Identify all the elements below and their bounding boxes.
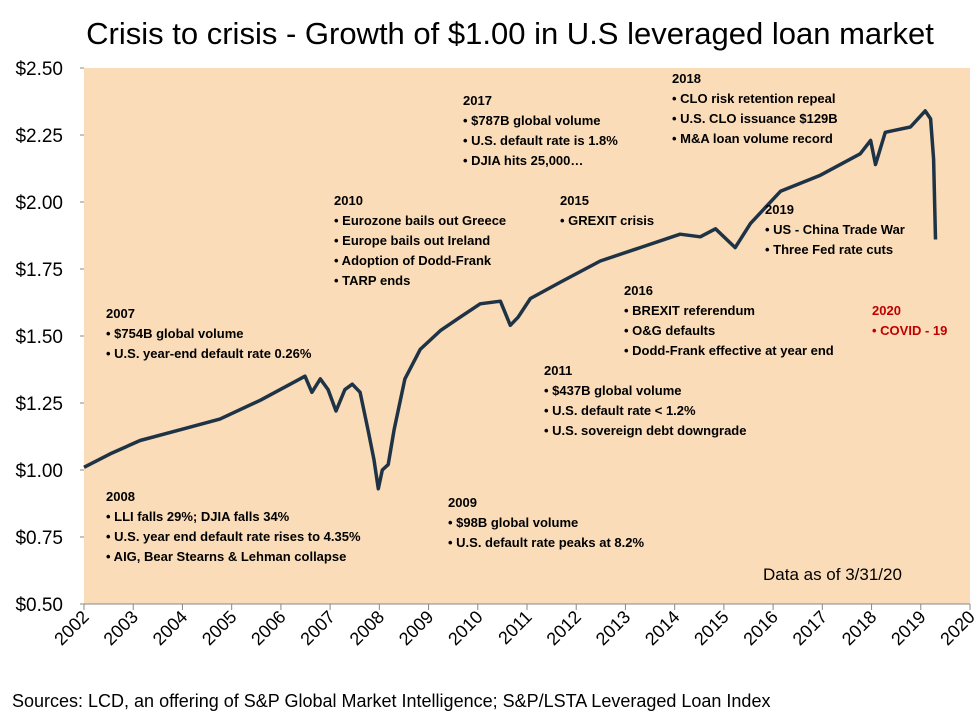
x-tick-label: 2003 [100,607,142,649]
x-tick-label: 2017 [789,607,831,649]
x-tick-label: 2013 [592,607,634,649]
annotation-line: • CLO risk retention repeal [672,91,835,106]
annotation-title: 2011 [544,363,572,378]
x-tick-label: 2014 [641,607,683,649]
annotation-line: • O&G defaults [624,323,715,338]
annotation-line: • US - China Trade War [765,222,905,237]
annotation-line: • M&A loan volume record [672,131,833,146]
y-tick-label: $1.50 [15,327,63,348]
data-note: Data as of 3/31/20 [763,565,902,584]
annotation-line: • Eurozone bails out Greece [334,213,506,228]
y-tick-label: $0.50 [15,595,63,616]
annotation-line: • $437B global volume [544,383,681,398]
x-tick-label: 2020 [936,607,978,649]
annotation-title: 2020 [872,303,901,318]
y-tick-label: $0.75 [15,528,63,549]
annotation-title: 2009 [448,495,477,510]
annotation-line: • BREXIT referendum [624,303,755,318]
data-line [83,109,938,491]
x-tick-label: 2005 [198,607,240,649]
x-tick-label: 2008 [346,607,388,649]
annotation-title: 2018 [672,71,701,86]
x-tick-label: 2015 [690,607,732,649]
source-note: Sources: LCD, an offering of S&P Global … [12,691,770,711]
annotation-title: 2008 [106,489,135,504]
x-tick-label: 2019 [887,607,929,649]
annotation-line: • GREXIT crisis [560,213,654,228]
y-tick-label: $1.00 [15,461,63,482]
annotation-line: • TARP ends [334,273,410,288]
x-tick-label: 2011 [494,607,536,649]
annotation-title: 2015 [560,193,589,208]
annotation-line: • U.S. year-end default rate 0.26% [106,346,312,361]
annotation-title: 2019 [765,202,794,217]
x-tick-label: 2007 [296,607,338,649]
annotation-title: 2016 [624,283,653,298]
y-tick-label: $2.50 [15,59,63,80]
x-tick-label: 2018 [838,607,880,649]
annotation-line: • U.S. default rate is 1.8% [463,133,618,148]
annotation-line: • COVID - 19 [872,323,947,338]
x-tick-label: 2009 [395,607,437,649]
annotation-title: 2007 [106,306,135,321]
y-tick-label: $1.25 [15,394,63,415]
y-tick-label: $2.00 [15,193,63,214]
x-tick-label: 2012 [543,607,585,649]
annotation-title: 2017 [463,93,492,108]
annotation-line: • U.S. default rate < 1.2% [544,403,696,418]
x-tick-label: 2010 [444,607,486,649]
x-tick-label: 2006 [247,607,289,649]
annotation-line: • Europe bails out Ireland [334,233,490,248]
annotation-line: • Dodd-Frank effective at year end [624,343,834,358]
chart-title: Crisis to crisis - Growth of $1.00 in U.… [86,16,934,51]
annotation-line: • U.S. year end default rate rises to 4.… [106,529,361,544]
x-tick-label: 2016 [739,607,781,649]
x-tick-label: 2004 [149,607,191,649]
annotation-line: • DJIA hits 25,000… [463,153,583,168]
annotation-line: • Adoption of Dodd-Frank [334,253,492,268]
annotation-line: • U.S. CLO issuance $129B [672,111,838,126]
y-tick-label: $1.75 [15,260,63,281]
annotation-line: • U.S. default rate peaks at 8.2% [448,535,644,550]
annotation-line: • AIG, Bear Stearns & Lehman collapse [106,549,346,564]
y-tick-label: $2.25 [15,126,63,147]
annotation-title: 2010 [334,193,363,208]
plot-background [84,68,970,604]
annotation-line: • U.S. sovereign debt downgrade [544,423,746,438]
annotation-line: • Three Fed rate cuts [765,242,893,257]
annotation-line: • $754B global volume [106,326,243,341]
annotation-line: • LLI falls 29%; DJIA falls 34% [106,509,290,524]
annotation-line: • $98B global volume [448,515,578,530]
annotation-line: • $787B global volume [463,113,600,128]
